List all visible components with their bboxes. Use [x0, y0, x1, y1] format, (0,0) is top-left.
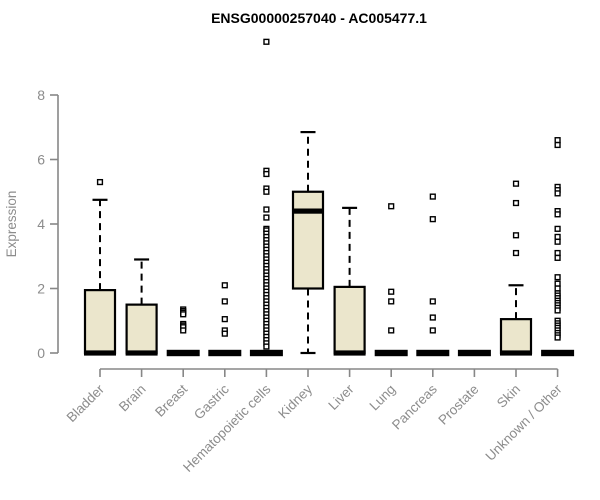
- x-category-label: Kidney: [275, 381, 315, 421]
- median-line: [457, 349, 491, 357]
- outlier-point: [263, 170, 270, 178]
- median-line: [374, 349, 408, 357]
- median-line: [166, 349, 200, 357]
- x-category-label: Brain: [116, 382, 149, 415]
- outlier-point: [221, 316, 228, 323]
- iqr-box: [125, 303, 158, 355]
- outlier-point: [263, 188, 270, 195]
- boxplot-pancreas: [416, 193, 450, 357]
- median-line: [208, 349, 242, 357]
- outlier-point: [554, 307, 561, 314]
- y-tick-label: 0: [37, 345, 45, 361]
- median-line: [541, 349, 575, 357]
- median-line: [84, 350, 116, 356]
- outlier-point: [429, 216, 436, 223]
- outlier-point: [263, 343, 270, 350]
- outlier-point: [554, 233, 561, 241]
- x-category-label: Bladder: [64, 381, 108, 425]
- boxplot-kidney: [291, 130, 325, 355]
- outlier-point: [554, 280, 561, 287]
- median-line: [500, 350, 532, 356]
- outlier-point: [263, 38, 270, 45]
- outlier-point: [388, 298, 395, 305]
- y-tick-label: 4: [37, 216, 45, 232]
- boxplot-gastric: [208, 282, 242, 357]
- boxplot-bladder: [83, 178, 117, 356]
- outlier-point: [554, 334, 561, 341]
- x-category-label: Pancreas: [389, 381, 440, 432]
- outlier-point: [221, 298, 228, 305]
- outlier-point: [429, 314, 436, 321]
- boxplot-brain: [125, 258, 158, 356]
- outlier-point: [429, 193, 436, 200]
- outlier-point: [221, 282, 228, 289]
- boxplot-breast: [166, 306, 200, 357]
- iqr-box: [333, 285, 366, 355]
- outlier-point: [554, 274, 561, 281]
- outlier-point: [96, 178, 104, 186]
- outlier-point: [388, 203, 395, 210]
- x-category-label: Breast: [152, 381, 190, 419]
- boxplot-unknown-other: [541, 137, 575, 357]
- outlier-point: [221, 330, 228, 337]
- median-line: [416, 349, 450, 357]
- boxplot-skin: [499, 180, 533, 356]
- outlier-point: [554, 141, 561, 149]
- median-line: [292, 208, 324, 214]
- chart-title: ENSG00000257040 - AC005477.1: [211, 10, 427, 26]
- median-line: [249, 349, 283, 357]
- y-axis-title: Expression: [4, 191, 19, 258]
- outlier-point: [263, 214, 270, 221]
- x-category-label: Skin: [494, 382, 523, 411]
- outlier-point: [512, 232, 520, 239]
- outlier-point: [263, 206, 270, 213]
- iqr-box: [499, 318, 533, 355]
- outlier-point: [554, 254, 561, 261]
- x-category-label: Liver: [325, 381, 357, 413]
- y-tick-label: 6: [37, 152, 45, 168]
- iqr-box: [83, 289, 117, 355]
- outlier-point: [180, 327, 187, 334]
- outlier-point: [512, 180, 520, 187]
- x-category-label: Unknown / Other: [482, 381, 565, 464]
- y-tick-label: 2: [37, 281, 45, 297]
- outlier-point: [429, 327, 436, 334]
- outlier-point: [512, 199, 520, 207]
- outlier-point: [554, 190, 561, 197]
- outlier-point: [554, 238, 561, 245]
- boxplot-liver: [333, 206, 366, 356]
- median-line: [333, 350, 366, 356]
- outlier-point: [554, 211, 561, 218]
- outlier-point: [554, 249, 561, 257]
- outlier-point: [388, 288, 395, 295]
- x-category-label: Prostate: [435, 382, 481, 428]
- outlier-point: [180, 311, 187, 318]
- boxplot-lung: [374, 203, 408, 357]
- x-category-label: Lung: [366, 382, 398, 414]
- outlier-point: [512, 249, 520, 257]
- outlier-point: [554, 225, 561, 232]
- outlier-point: [554, 137, 561, 144]
- outlier-point: [429, 298, 436, 305]
- outlier-point: [388, 327, 395, 334]
- iqr-box: [291, 190, 325, 290]
- median-line: [125, 350, 158, 356]
- boxplot-hematopoietic-cells: [249, 38, 283, 357]
- outlier-point: [554, 285, 561, 292]
- y-tick-label: 8: [37, 87, 45, 103]
- boxplot-prostate: [457, 349, 491, 357]
- x-category-label: Gastric: [191, 381, 232, 422]
